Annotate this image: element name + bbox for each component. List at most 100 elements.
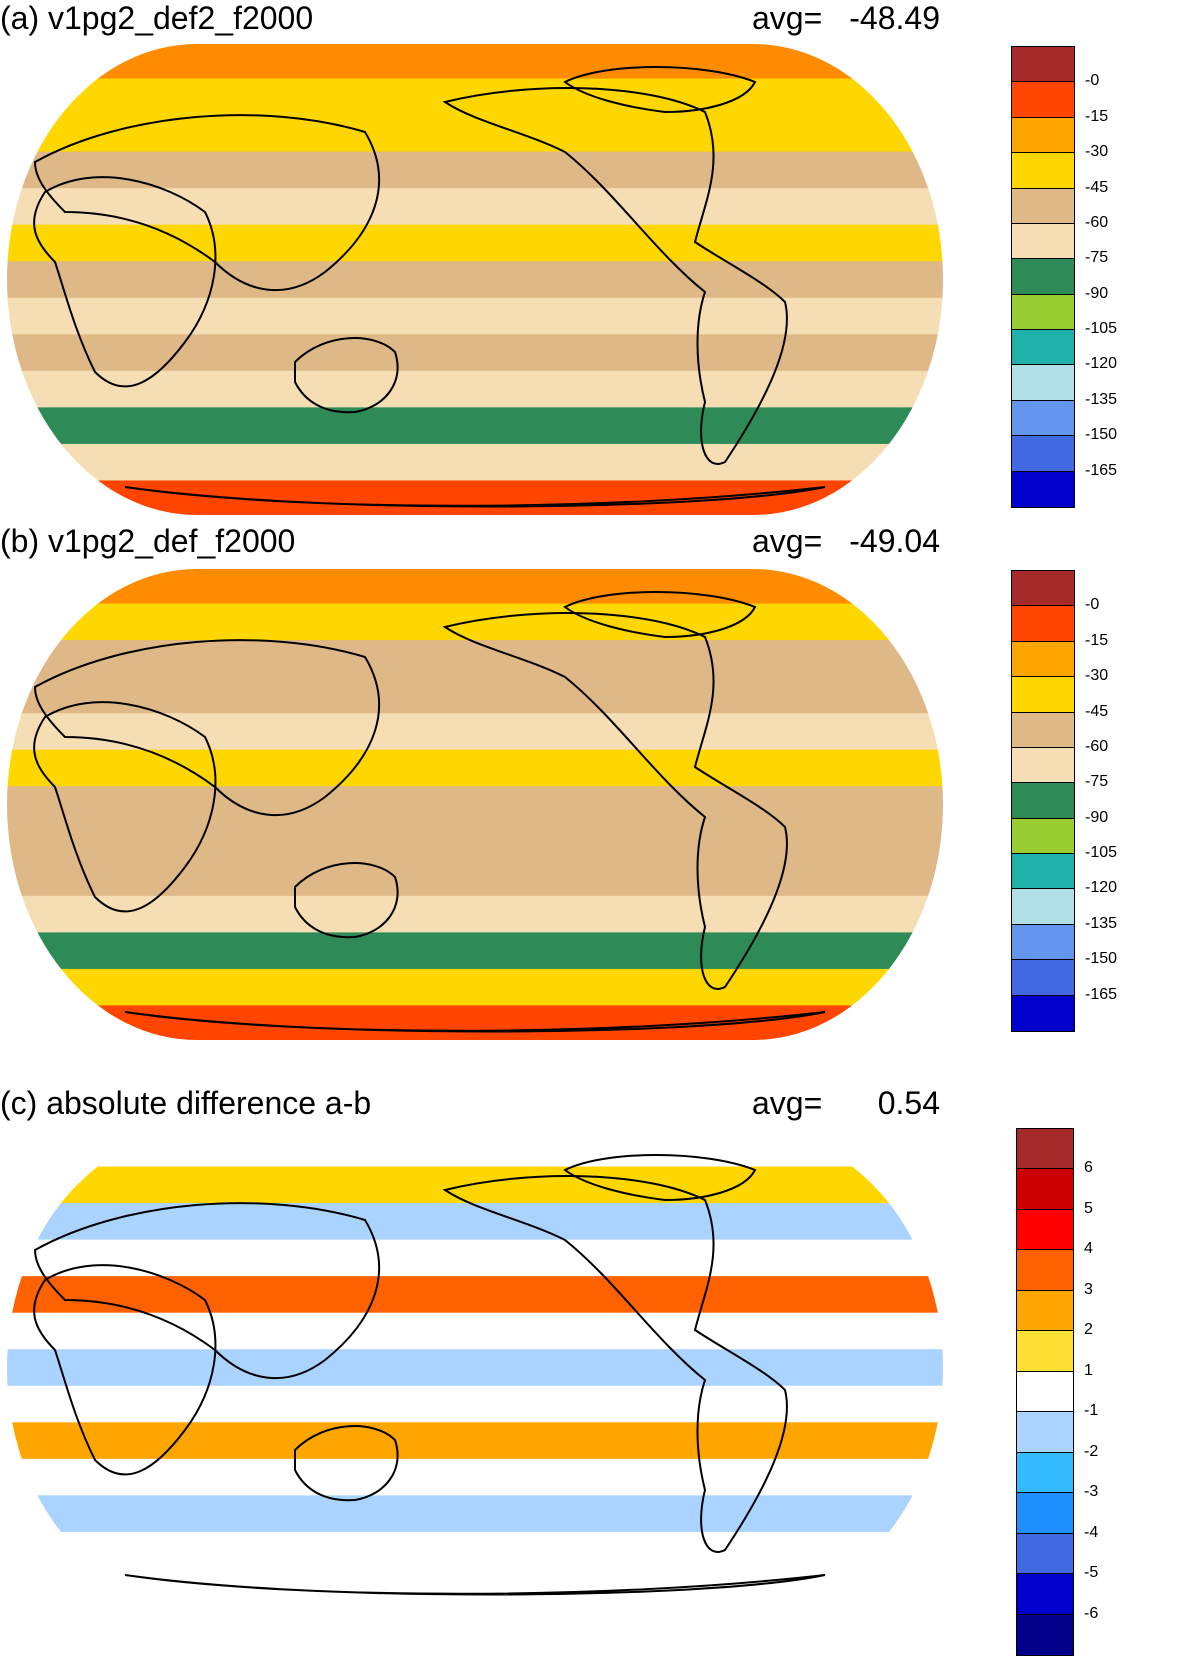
latitude-band	[7, 1005, 943, 1040]
colorbar-swatch	[1012, 365, 1074, 401]
latitude-band	[7, 1458, 943, 1497]
panel-a-avg-value: -48.49	[849, 0, 940, 36]
colorbar-swatch	[1012, 783, 1074, 819]
colorbar-tick-label: -15	[1085, 631, 1109, 649]
coastline	[124, 1011, 826, 1033]
latitude-band	[7, 822, 943, 861]
colorbar-swatch	[1012, 153, 1074, 189]
coastline	[124, 486, 826, 508]
colorbar-swatch	[1012, 889, 1074, 925]
colorbar-swatch	[1012, 995, 1074, 1031]
colorbar-swatch	[1012, 436, 1074, 472]
coastline	[442, 612, 788, 990]
colorbar-tick-label: 4	[1084, 1240, 1093, 1258]
colorbar-swatch	[1012, 606, 1074, 642]
colorbar-tick-label: -135	[1085, 390, 1118, 408]
panel-c-title: (c) absolute difference a-b	[0, 1085, 372, 1121]
panel-b-avg-value: -49.04	[849, 523, 940, 559]
latitude-band	[7, 1132, 943, 1168]
colorbar-swatch	[1012, 47, 1074, 83]
latitude-band	[7, 569, 943, 605]
latitude-band	[7, 1239, 943, 1278]
panel-a-avg-label: avg=	[752, 0, 823, 36]
coastline	[563, 591, 757, 639]
colorbar-tick-label: -30	[1085, 667, 1109, 685]
colorbar-swatch	[1017, 1209, 1073, 1251]
latitude-band	[7, 968, 943, 1007]
latitude-band	[7, 1203, 943, 1241]
colorbar-swatch	[1017, 1574, 1073, 1615]
coastline	[563, 66, 757, 114]
panel-c-colorbar	[1016, 1128, 1074, 1656]
coastline	[33, 1264, 217, 1476]
latitude-band	[7, 334, 943, 372]
panel-c-avg-label: avg=	[752, 1085, 823, 1121]
latitude-band	[7, 407, 943, 445]
colorbar-swatch	[1017, 1331, 1073, 1372]
colorbar-swatch	[1017, 1290, 1073, 1332]
latitude-band	[7, 261, 943, 299]
colorbar-tick-label: -120	[1085, 355, 1118, 373]
colorbar-tick-label: -15	[1085, 107, 1109, 125]
colorbar-swatch	[1012, 259, 1074, 295]
colorbar-swatch	[1012, 924, 1074, 961]
latitude-band	[7, 188, 943, 226]
latitude-band	[7, 749, 943, 788]
coastline	[442, 87, 788, 465]
panel-c-avg-value: 0.54	[877, 1085, 940, 1121]
colorbar-tick-label: -30	[1085, 143, 1109, 161]
latitude-band	[7, 151, 943, 190]
coastline	[442, 1175, 788, 1553]
colorbar-swatch	[1017, 1250, 1073, 1291]
latitude-band	[7, 44, 943, 80]
colorbar-swatch	[1012, 400, 1074, 437]
colorbar-tick-label: -6	[1084, 1604, 1099, 1622]
colorbar-swatch	[1012, 188, 1074, 224]
coastline	[294, 862, 399, 939]
colorbar-tick-label: -45	[1085, 702, 1109, 720]
latitude-band	[7, 895, 943, 934]
colorbar-tick-label: -60	[1085, 213, 1109, 231]
latitude-band	[7, 78, 943, 117]
colorbar-tick-label: -90	[1085, 284, 1109, 302]
panel-b-map	[7, 569, 943, 1040]
panel-b-avg-label: avg=	[752, 523, 823, 559]
colorbar-tick-label: -0	[1085, 72, 1100, 90]
latitude-band	[7, 1422, 943, 1460]
latitude-band	[7, 1385, 943, 1424]
colorbar-tick-label: -135	[1085, 914, 1118, 932]
latitude-band	[7, 1312, 943, 1351]
coastline	[563, 1154, 757, 1202]
panel-c-map	[7, 1132, 943, 1603]
latitude-band	[7, 480, 943, 515]
colorbar-tick-label: -75	[1085, 773, 1109, 791]
colorbar-tick-label: -0	[1085, 596, 1100, 614]
colorbar-tick-label: 1	[1084, 1361, 1093, 1379]
colorbar-swatch	[1012, 712, 1074, 748]
coastline	[33, 1202, 380, 1380]
panel-a-map	[7, 44, 943, 515]
colorbar-swatch	[1012, 117, 1074, 154]
colorbar-swatch	[1012, 471, 1074, 507]
colorbar-tick-label: 5	[1084, 1199, 1093, 1217]
colorbar-swatch	[1012, 294, 1074, 331]
colorbar-tick-label: -45	[1085, 178, 1109, 196]
colorbar-tick-label: -150	[1085, 950, 1118, 968]
panel-b-title: (b) v1pg2_def_f2000	[0, 523, 296, 559]
colorbar-swatch	[1017, 1129, 1073, 1170]
colorbar-swatch	[1012, 854, 1074, 890]
latitude-band	[7, 786, 943, 824]
colorbar-tick-label: -3	[1084, 1483, 1099, 1501]
colorbar-swatch	[1017, 1371, 1073, 1413]
colorbar-swatch	[1012, 641, 1074, 678]
colorbar-tick-label: -2	[1084, 1442, 1099, 1460]
colorbar-tick-label: 2	[1084, 1321, 1093, 1339]
panel-a-colorbar	[1011, 46, 1075, 508]
colorbar-swatch	[1012, 677, 1074, 713]
coastline	[33, 114, 380, 292]
latitude-band	[7, 1349, 943, 1387]
latitude-band	[7, 1531, 943, 1570]
colorbar-tick-label: -75	[1085, 249, 1109, 267]
colorbar-swatch	[1012, 747, 1074, 784]
latitude-band	[7, 1166, 943, 1205]
